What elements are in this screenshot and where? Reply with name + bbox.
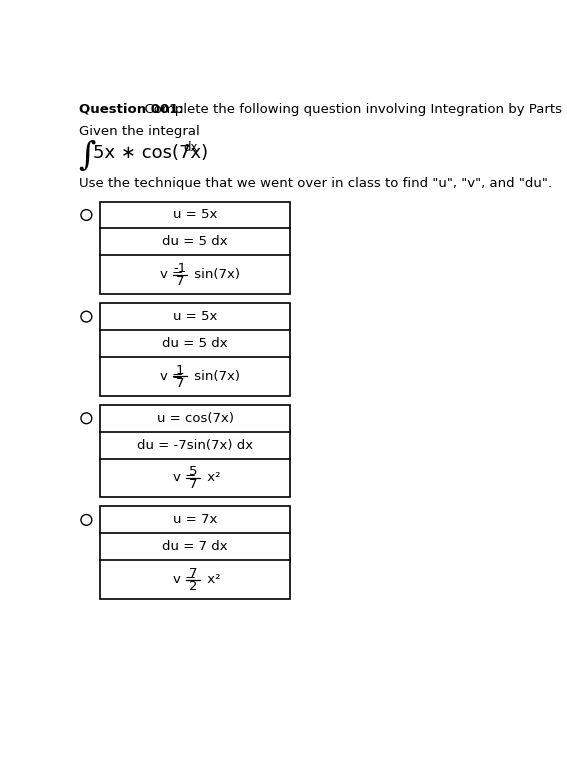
- Bar: [100, 405, 290, 497]
- Bar: [100, 303, 290, 395]
- Text: u = cos(7x): u = cos(7x): [156, 412, 234, 425]
- Text: 7: 7: [176, 275, 184, 288]
- Bar: [100, 506, 290, 599]
- Circle shape: [81, 413, 92, 423]
- Text: 7: 7: [189, 567, 197, 580]
- Text: u = 7x: u = 7x: [173, 513, 218, 526]
- Text: 5x ∗ cos(7x): 5x ∗ cos(7x): [92, 144, 208, 162]
- Text: 2: 2: [189, 580, 197, 593]
- Circle shape: [81, 515, 92, 526]
- Text: Complete the following question involving Integration by Parts Method.: Complete the following question involvin…: [136, 103, 567, 116]
- Text: x²: x²: [204, 573, 221, 586]
- Text: x²: x²: [204, 472, 221, 484]
- Text: Question 001:: Question 001:: [79, 103, 183, 116]
- Text: 1: 1: [176, 364, 184, 376]
- Text: v =: v =: [160, 370, 183, 383]
- Text: 7: 7: [189, 479, 197, 491]
- Text: du = 5 dx: du = 5 dx: [163, 337, 228, 350]
- Text: du = -7sin(7x) dx: du = -7sin(7x) dx: [137, 439, 253, 451]
- Text: u = 5x: u = 5x: [173, 310, 218, 323]
- Text: dx: dx: [183, 141, 198, 155]
- Text: -1: -1: [173, 262, 187, 275]
- Text: v =: v =: [160, 268, 183, 281]
- Circle shape: [81, 312, 92, 322]
- Text: 5: 5: [189, 465, 197, 478]
- Bar: [100, 201, 290, 294]
- Text: ∫: ∫: [79, 140, 96, 172]
- Text: sin(7x): sin(7x): [190, 370, 240, 383]
- Text: v =: v =: [173, 573, 196, 586]
- Text: sin(7x): sin(7x): [190, 268, 240, 281]
- Text: du = 5 dx: du = 5 dx: [163, 235, 228, 248]
- Text: u = 5x: u = 5x: [173, 209, 218, 222]
- Text: v =: v =: [173, 472, 196, 484]
- Text: du = 7 dx: du = 7 dx: [163, 540, 228, 554]
- Text: Given the integral: Given the integral: [79, 124, 200, 137]
- Circle shape: [81, 209, 92, 220]
- Text: 7: 7: [176, 376, 184, 390]
- Text: Use the technique that we went over in class to find "u", "v", and "du".: Use the technique that we went over in c…: [79, 177, 552, 190]
